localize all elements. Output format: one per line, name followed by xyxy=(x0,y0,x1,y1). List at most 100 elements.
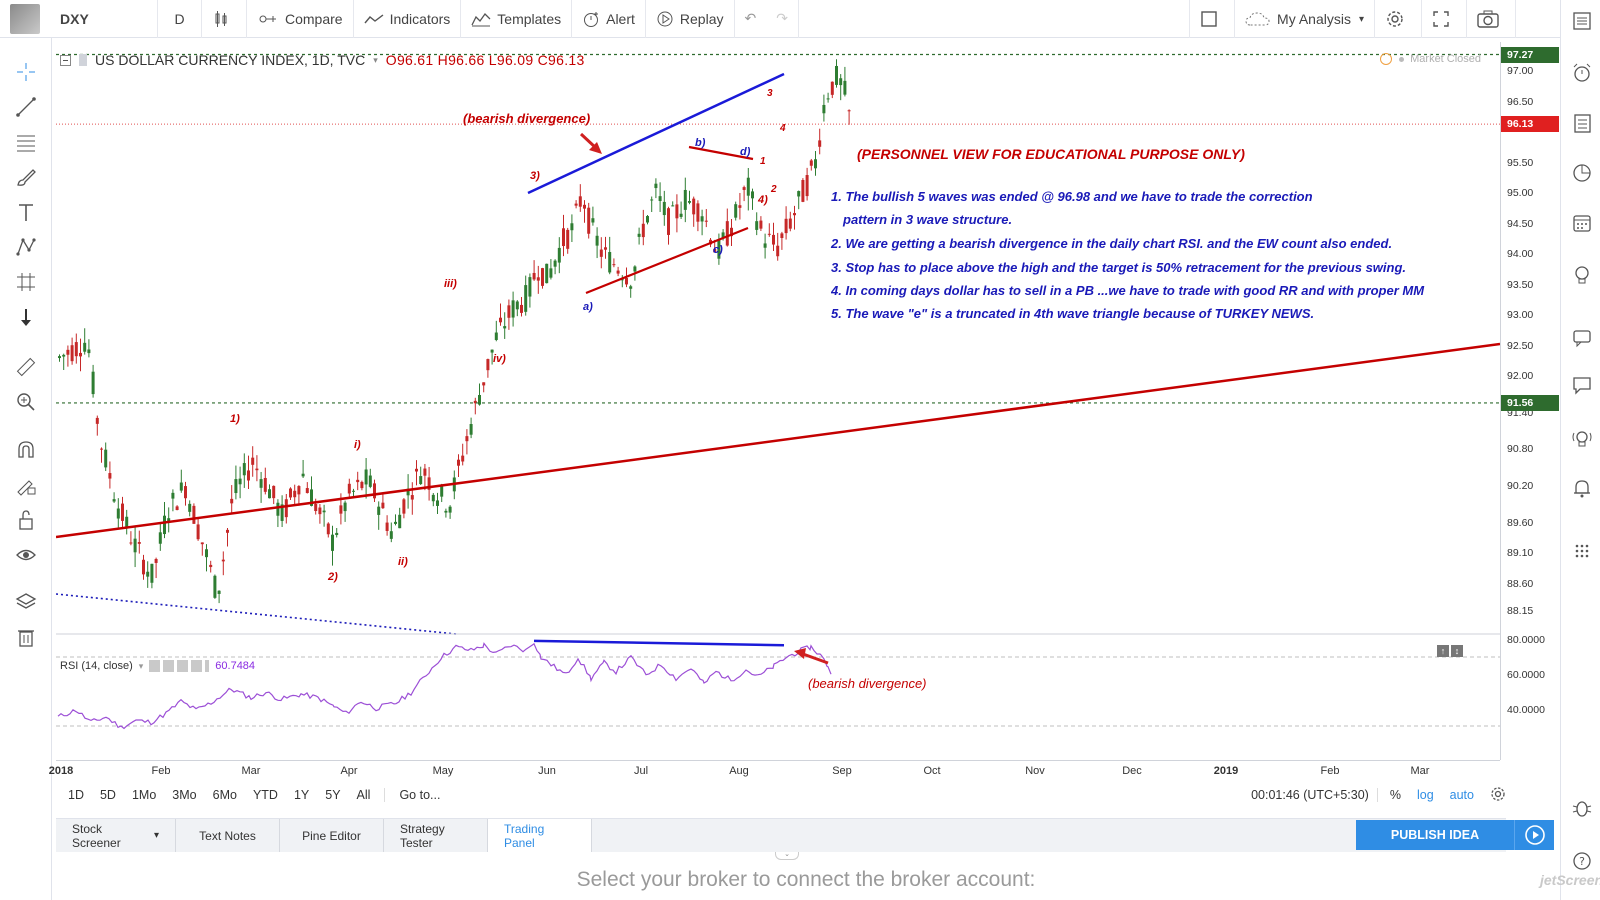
brush-icon[interactable] xyxy=(12,163,40,191)
rsi-pane-buttons[interactable]: ↑ ↕ xyxy=(1437,645,1463,657)
log-scale-toggle[interactable]: log xyxy=(1416,788,1434,802)
text-tool-icon[interactable] xyxy=(12,198,40,226)
my-analysis-button[interactable]: My Analysis ▾ xyxy=(1235,0,1375,38)
chart-type-button[interactable] xyxy=(202,0,247,38)
tab-trading-panel[interactable]: Trading Panel xyxy=(488,819,592,852)
maximize-pane-icon[interactable]: ↑ xyxy=(1437,645,1449,657)
eye-icon[interactable] xyxy=(12,541,40,569)
prediction-tool-icon[interactable] xyxy=(12,268,40,296)
fullscreen-button[interactable] xyxy=(1422,0,1467,38)
undo-button[interactable]: ↶ xyxy=(744,10,757,26)
move-pane-icon[interactable]: ↕ xyxy=(1451,645,1463,657)
pattern-tool-icon[interactable] xyxy=(12,233,40,261)
data-window-icon[interactable] xyxy=(1569,110,1595,136)
candle-body xyxy=(150,563,154,583)
rsi-controls-icon[interactable] xyxy=(149,660,210,672)
snapshot-button[interactable] xyxy=(1467,0,1516,38)
lock-drawing-icon[interactable] xyxy=(12,471,40,499)
messages-icon[interactable] xyxy=(1569,372,1595,398)
publish-play-button[interactable] xyxy=(1514,820,1554,850)
rsi-divergence-line xyxy=(533,639,785,647)
collapse-panel-icon[interactable]: ⌄ xyxy=(775,851,799,860)
rsi-label[interactable]: RSI (14, close) xyxy=(60,660,133,672)
alert-button[interactable]: Alert xyxy=(572,0,646,38)
compare-button[interactable]: Compare xyxy=(247,0,354,38)
ruler-icon[interactable] xyxy=(12,353,40,381)
goto-date-button[interactable]: Go to... xyxy=(384,788,448,802)
trendline-icon[interactable] xyxy=(12,93,40,121)
avatar[interactable] xyxy=(10,3,40,34)
clock-timezone[interactable]: 00:01:46 (UTC+5:30) xyxy=(1251,788,1369,802)
zoom-in-icon[interactable] xyxy=(12,388,40,416)
arrow-down-icon[interactable] xyxy=(12,303,40,331)
candle-body xyxy=(205,549,208,558)
rsi-value: 60.7484 xyxy=(215,660,256,672)
publish-idea-button[interactable]: PUBLISH IDEA xyxy=(1356,820,1514,850)
percent-scale-toggle[interactable]: % xyxy=(1376,788,1409,802)
time-axis-label: 2018 xyxy=(48,765,74,777)
range-5d[interactable]: 5D xyxy=(99,788,116,802)
ideas-bulb-icon[interactable] xyxy=(1569,262,1595,288)
tab-text-notes[interactable]: Text Notes xyxy=(176,819,280,852)
tab-stock-screener[interactable]: Stock Screener ▾ xyxy=(56,819,176,852)
fib-retracement-icon[interactable] xyxy=(12,128,40,156)
price-chart[interactable] xyxy=(56,42,1500,760)
help-icon[interactable]: ? xyxy=(1569,848,1595,874)
chart-settings-icon[interactable] xyxy=(1482,786,1556,805)
tab-pine-editor[interactable]: Pine Editor xyxy=(280,819,384,852)
bug-report-icon[interactable] xyxy=(1569,795,1595,821)
range-1d[interactable]: 1D xyxy=(68,788,84,802)
chat-icon[interactable] xyxy=(1569,325,1595,351)
chevron-down-icon[interactable]: ▾ xyxy=(373,54,378,65)
magnet-icon[interactable] xyxy=(12,436,40,464)
replay-button[interactable]: Replay xyxy=(646,0,735,38)
price-axis-label: 95.00 xyxy=(1507,187,1534,200)
layout-button[interactable] xyxy=(1189,0,1236,38)
candle-body xyxy=(520,304,523,313)
chevron-down-icon[interactable]: ▾ xyxy=(138,660,144,671)
notifications-bell-icon[interactable] xyxy=(1569,475,1595,501)
auto-scale-toggle[interactable]: auto xyxy=(1449,788,1474,802)
symbol-search-button[interactable]: DXY xyxy=(48,0,158,38)
candle-body xyxy=(578,196,582,207)
candle-body xyxy=(755,221,759,230)
candle-body xyxy=(692,198,696,215)
interval-button[interactable]: D xyxy=(158,0,202,38)
bottom-panel-tabs: Stock Screener ▾ Text Notes Pine Editor … xyxy=(56,818,1506,852)
settings-button[interactable] xyxy=(1375,0,1422,38)
unlock-icon[interactable] xyxy=(12,506,40,534)
time-axis[interactable]: 2018 Feb Mar Apr May Jun Jul Aug Sep Oct Nov Dec 201… xyxy=(49,760,1500,780)
streams-icon[interactable] xyxy=(1569,425,1595,451)
time-axis-label: Jul xyxy=(633,765,649,777)
candle-body xyxy=(100,448,103,450)
crosshair-icon[interactable] xyxy=(12,58,40,86)
range-6mo[interactable]: 6Mo xyxy=(212,788,237,802)
order-panel-icon[interactable] xyxy=(1569,538,1595,564)
price-axis[interactable]: 97.00 96.50 95.50 95.00 94.50 94.00 93.50 93.00… xyxy=(1500,42,1559,760)
tab-strategy-tester[interactable]: Strategy Tester xyxy=(384,819,488,852)
time-axis-label: Oct xyxy=(923,765,941,777)
gear-icon xyxy=(1387,11,1403,27)
candle-body xyxy=(116,508,120,519)
market-dot-icon xyxy=(1399,56,1405,62)
chevron-down-icon[interactable]: ▾ xyxy=(153,830,159,841)
collapse-legend-icon[interactable] xyxy=(60,54,71,66)
candles xyxy=(58,59,851,604)
watchlist-icon[interactable] xyxy=(1569,8,1595,34)
range-3mo[interactable]: 3Mo xyxy=(172,788,197,802)
calendar-icon[interactable] xyxy=(1569,210,1595,236)
hotlist-icon[interactable] xyxy=(1569,160,1595,186)
candle-body xyxy=(738,205,742,208)
candle-body xyxy=(599,249,603,257)
templates-button[interactable]: Templates xyxy=(461,0,573,38)
range-all[interactable]: All xyxy=(356,788,371,802)
range-1y[interactable]: 1Y xyxy=(293,788,310,802)
redo-button[interactable]: ↷ xyxy=(766,0,799,38)
range-5y[interactable]: 5Y xyxy=(325,788,341,802)
alarm-clock-icon[interactable] xyxy=(1569,60,1595,86)
trash-icon[interactable] xyxy=(12,623,40,651)
range-ytd[interactable]: YTD xyxy=(252,788,278,802)
layers-icon[interactable] xyxy=(12,588,40,616)
range-1mo[interactable]: 1Mo xyxy=(131,788,157,802)
indicators-button[interactable]: Indicators xyxy=(354,0,462,38)
